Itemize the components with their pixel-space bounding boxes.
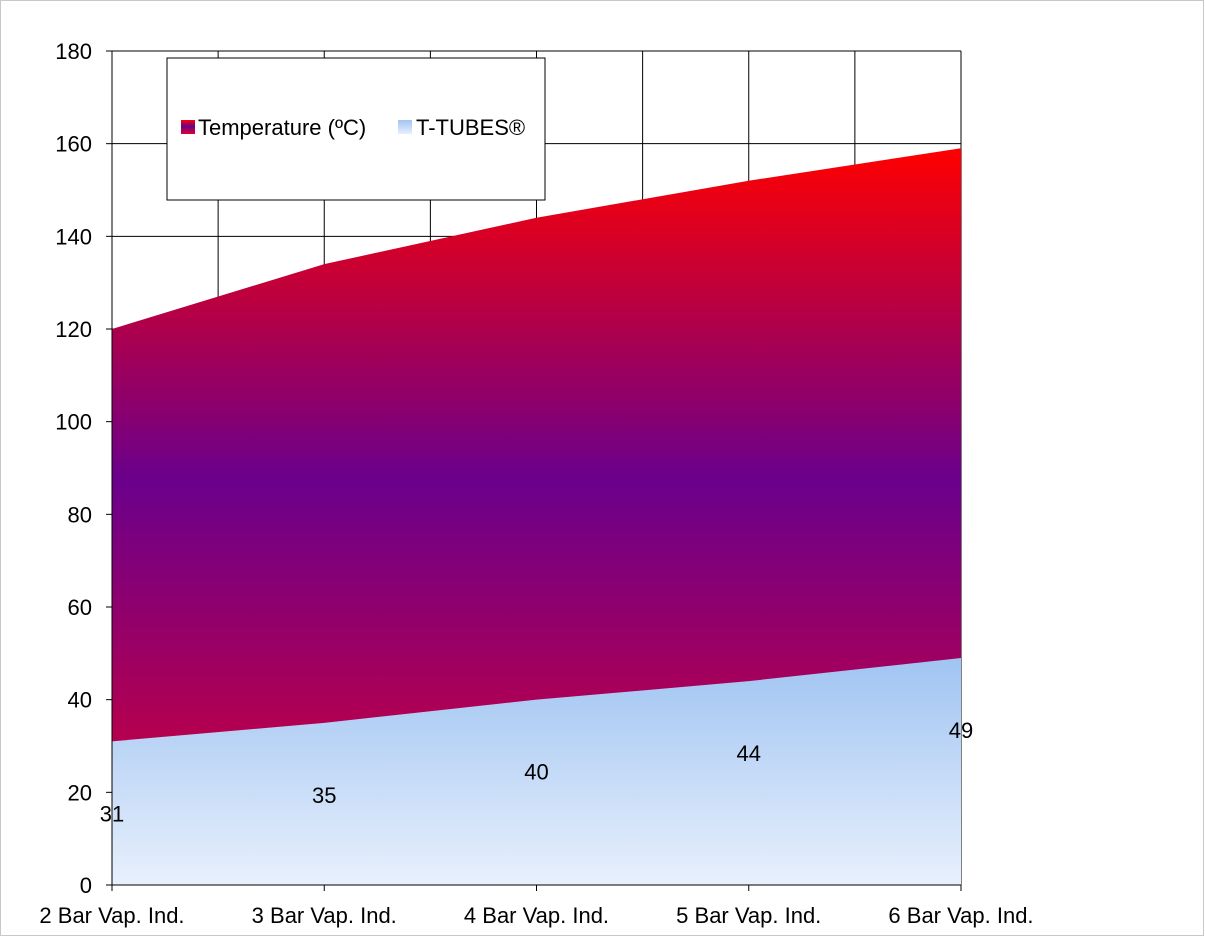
y-tick-label-140: 140 <box>55 224 92 249</box>
y-tick-label-100: 100 <box>55 410 92 435</box>
data-label-t-tubes-3: 44 <box>737 741 761 766</box>
y-tick-label-80: 80 <box>68 502 92 527</box>
y-tick-label-180: 180 <box>55 39 92 64</box>
data-label-t-tubes-4: 49 <box>949 718 973 743</box>
legend-box <box>166 57 546 201</box>
axes: 0 20 40 60 80 100 120 140 160 180 2 Bar Vap. Ind. 3… <box>39 39 1033 928</box>
legend-swatch-temperature <box>181 120 195 134</box>
y-tick-label-160: 160 <box>55 132 92 157</box>
x-tick-label-1: 3 Bar Vap. Ind. <box>252 903 397 928</box>
y-tick-label-20: 20 <box>68 780 92 805</box>
legend: Temperature (ºC) T-TUBES® <box>166 57 546 201</box>
legend-label-temperature: Temperature (ºC) <box>198 115 366 140</box>
data-label-t-tubes-1: 35 <box>312 783 336 808</box>
area-t-tubes <box>112 657 961 885</box>
areas <box>112 148 961 886</box>
data-label-t-tubes-2: 40 <box>524 760 548 785</box>
x-tick-label-0: 2 Bar Vap. Ind. <box>39 903 184 928</box>
x-tick-label-4: 6 Bar Vap. Ind. <box>888 903 1033 928</box>
legend-label-t-tubes: T-TUBES® <box>416 115 525 140</box>
x-tick-label-2: 4 Bar Vap. Ind. <box>464 903 609 928</box>
y-tick-label-120: 120 <box>55 317 92 342</box>
data-labels: 31 35 40 44 49 <box>100 718 973 826</box>
data-label-t-tubes-0: 31 <box>100 801 124 826</box>
y-tick-label-0: 0 <box>80 873 92 898</box>
legend-swatch-t-tubes <box>398 120 412 134</box>
x-tick-label-3: 5 Bar Vap. Ind. <box>676 903 821 928</box>
y-tick-label-40: 40 <box>68 688 92 713</box>
y-tick-label-60: 60 <box>68 595 92 620</box>
